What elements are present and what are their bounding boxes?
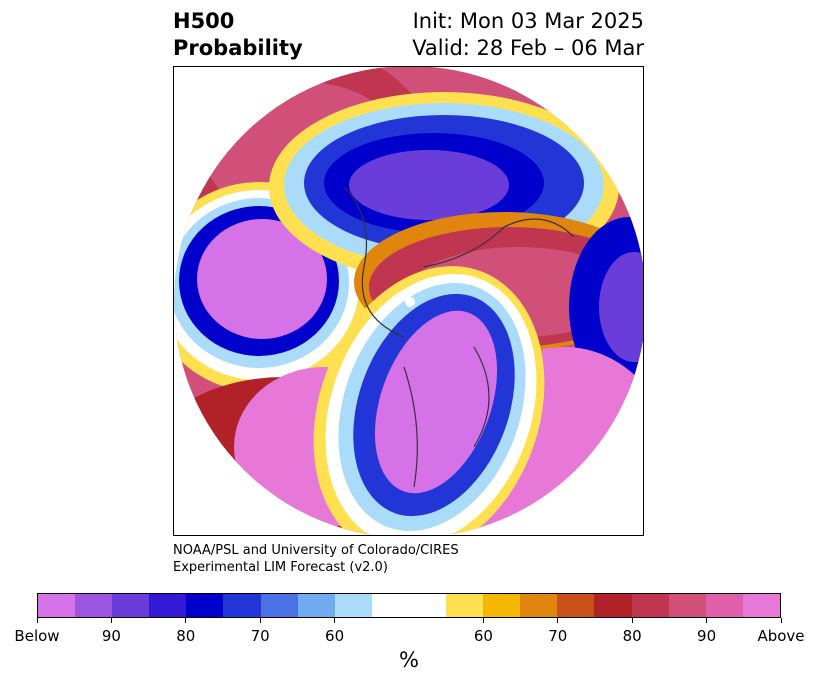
- colorbar-segment: [223, 594, 261, 617]
- colorbar-tick-label: 70: [250, 627, 270, 645]
- colorbar-segment: [594, 594, 632, 617]
- colorbar-segment: [742, 594, 780, 617]
- anomaly-below-top: [349, 150, 509, 220]
- anomaly-below-right: [599, 252, 643, 362]
- colorbar-tick-mark: [259, 618, 261, 623]
- colorbar-segment: [483, 594, 521, 617]
- colorbar: [37, 593, 781, 618]
- colorbar-segment: [408, 594, 447, 617]
- init-date: Init: Mon 03 Mar 2025: [412, 9, 644, 33]
- forecast-dates: Init: Mon 03 Mar 2025 Valid: 28 Feb – 06…: [412, 8, 644, 62]
- colorbar-tick-mark: [557, 618, 559, 623]
- colorbar-tick-mark: [780, 618, 782, 623]
- colorbar-segment: [260, 594, 298, 617]
- colorbar-tick-label: 90: [697, 627, 717, 645]
- credit-text: NOAA/PSL and University of Colorado/CIRE…: [173, 542, 459, 576]
- colorbar-tick-label: Below: [14, 627, 60, 645]
- colorbar-segment: [297, 594, 335, 617]
- colorbar-segment: [149, 594, 187, 617]
- colorbar-segment: [668, 594, 706, 617]
- coastline-lines: [343, 186, 575, 488]
- colorbar-tick-mark: [706, 618, 708, 623]
- colorbar-segment: [75, 594, 113, 617]
- colorbar-tick-label: Above: [757, 627, 805, 645]
- colorbar-segment: [38, 594, 76, 617]
- colorbar-tick-mark: [482, 618, 484, 623]
- north-pole-marker: [405, 297, 415, 307]
- colorbar-segment: [112, 594, 150, 617]
- colorbar-tick-mark: [631, 618, 633, 623]
- colorbar-segment: [446, 594, 484, 617]
- chart-title: H500 Probability: [173, 8, 303, 62]
- polar-stereographic-map: [173, 66, 644, 536]
- colorbar-segment: [334, 594, 372, 617]
- credit-line2: Experimental LIM Forecast (v2.0): [173, 560, 388, 575]
- anomaly-below-trough: [374, 310, 498, 494]
- title-variable: H500: [173, 9, 235, 33]
- colorbar-tick-label: 90: [101, 627, 121, 645]
- colorbar-tick-mark: [185, 618, 187, 623]
- colorbar-segment: [520, 594, 558, 617]
- colorbar-segment: [705, 594, 743, 617]
- colorbar-unit-label: %: [399, 648, 419, 672]
- valid-range: Valid: 28 Feb – 06 Mar: [412, 36, 644, 60]
- colorbar-tick-label: 60: [325, 627, 345, 645]
- title-product: Probability: [173, 36, 303, 60]
- colorbar-tick-mark: [36, 618, 38, 623]
- colorbar-tick-label: 80: [176, 627, 196, 645]
- anomaly-below-left: [197, 219, 327, 339]
- colorbar-tick-label: 80: [622, 627, 642, 645]
- credit-line1: NOAA/PSL and University of Colorado/CIRE…: [173, 543, 459, 558]
- probability-field-svg: [174, 67, 643, 535]
- colorbar-segment: [186, 594, 224, 617]
- colorbar-segment: [371, 594, 409, 617]
- colorbar-segment: [557, 594, 595, 617]
- colorbar-segment: [631, 594, 669, 617]
- colorbar-tick-label: 70: [548, 627, 568, 645]
- colorbar-tick-label: 60: [473, 627, 493, 645]
- colorbar-tick-mark: [110, 618, 112, 623]
- colorbar-tick-mark: [334, 618, 336, 623]
